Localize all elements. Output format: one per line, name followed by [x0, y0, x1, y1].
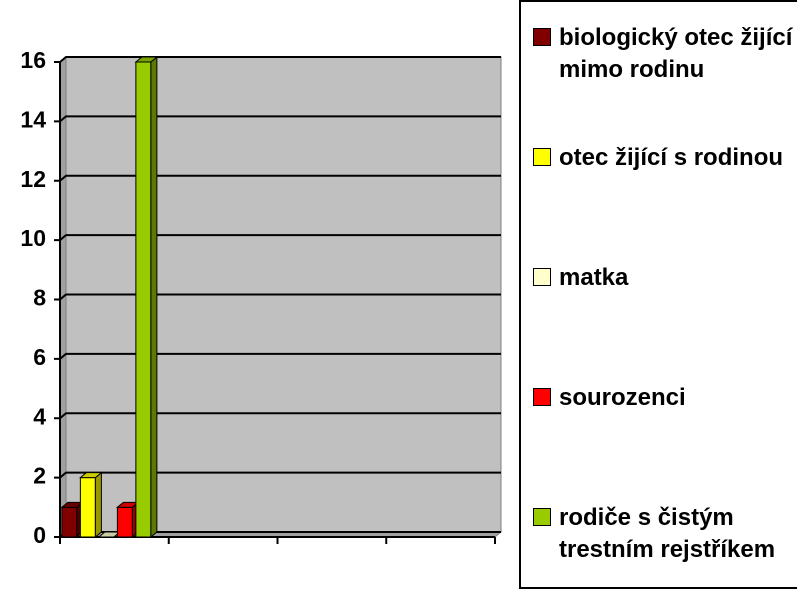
legend-swatch: [533, 508, 551, 526]
bar-top: [134, 56, 159, 63]
bar-front: [79, 477, 96, 538]
bar: [60, 501, 85, 539]
legend-swatch: [533, 148, 551, 166]
grid-line: [59, 115, 501, 123]
legend-label: rodiče s čistým trestním rejstříkem: [559, 504, 776, 563]
y-tick-label: 12: [20, 166, 46, 192]
bar-side: [150, 55, 158, 539]
bar: [134, 55, 159, 539]
bar: [115, 501, 140, 539]
bar-front: [61, 506, 78, 538]
legend-label: sourozenci: [559, 384, 686, 411]
bar: [78, 471, 103, 539]
y-tick-label: 8: [33, 285, 46, 311]
grid-line: [59, 471, 501, 479]
legend-swatch: [533, 28, 551, 46]
grid-line: [59, 293, 501, 301]
chart: 0 2 4 6 8 10 12 14 16: [20, 47, 503, 548]
legend-label: otec žijící s rodinou: [559, 144, 784, 171]
legend-label: matka: [559, 264, 629, 291]
y-tick-label: 10: [20, 225, 46, 251]
grid-line: [59, 352, 501, 360]
bar-front: [135, 61, 152, 538]
legend-label: biologický otec žijící mimo rodinu: [559, 24, 793, 83]
legend: biologický otec žijící mimo rodinu otec ž…: [519, 0, 797, 589]
y-tick-label: 6: [33, 344, 46, 370]
grid-line: [59, 56, 501, 63]
grid-line: [59, 412, 501, 420]
y-tick-label: 14: [20, 106, 46, 132]
legend-swatch: [533, 388, 551, 406]
y-tick-label: 2: [33, 463, 46, 489]
bar-side: [94, 471, 102, 539]
legend-swatch: [533, 268, 551, 286]
bar-top: [78, 472, 103, 479]
y-tick-label: 16: [20, 47, 46, 73]
grid-line: [59, 174, 501, 182]
y-tick-label: 0: [33, 522, 46, 548]
y-tick-label: 4: [33, 403, 46, 429]
grid-line: [59, 234, 501, 241]
bar-front: [116, 506, 133, 538]
